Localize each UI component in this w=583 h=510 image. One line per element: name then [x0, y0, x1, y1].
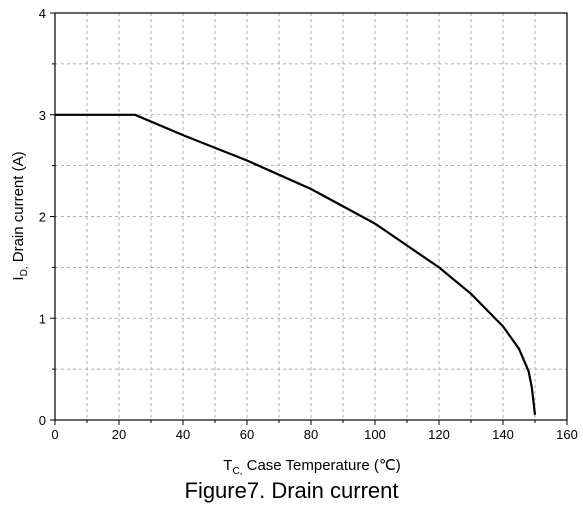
- y-tick-label: 0: [39, 413, 46, 428]
- x-axis-title-subscript: C,: [232, 466, 242, 477]
- y-tick-label: 1: [39, 311, 46, 326]
- x-axis-title: TC, Case Temperature (℃): [223, 457, 400, 477]
- axis-ticks: [50, 12, 568, 425]
- drain-current-series-line: [55, 113, 537, 416]
- x-axis-title-main: T: [223, 457, 232, 474]
- y-axis-title-main: I: [10, 276, 27, 280]
- y-tick-label: 3: [39, 108, 46, 123]
- y-axis-title-rest: Drain current (A): [10, 151, 27, 266]
- x-tick-label: 20: [112, 427, 126, 442]
- y-axis-title-subscript: D,: [19, 266, 30, 276]
- x-axis-tick-labels: 0 20 40 60 80 100 120 140 160: [51, 427, 577, 442]
- x-tick-label: 60: [240, 427, 254, 442]
- x-tick-label: 0: [51, 427, 58, 442]
- figure-caption: Figure7. Drain current: [184, 478, 399, 503]
- grid-lines: [55, 13, 567, 420]
- x-tick-label: 140: [492, 427, 514, 442]
- y-tick-label: 4: [39, 6, 46, 21]
- x-tick-label: 160: [556, 427, 578, 442]
- x-axis-title-rest: Case Temperature (℃): [242, 457, 400, 474]
- drain-current-chart: 0 20 40 60 80 100 120 140 160 0 1 2 3 4 TC, Case Tem…: [10, 6, 578, 477]
- x-tick-label: 120: [428, 427, 450, 442]
- y-tick-label: 2: [39, 210, 46, 225]
- y-axis-title: ID, Drain current (A): [10, 151, 30, 280]
- x-tick-label: 40: [176, 427, 190, 442]
- x-tick-label: 100: [364, 427, 386, 442]
- y-axis-tick-labels: 0 1 2 3 4: [39, 6, 46, 428]
- x-tick-label: 80: [304, 427, 318, 442]
